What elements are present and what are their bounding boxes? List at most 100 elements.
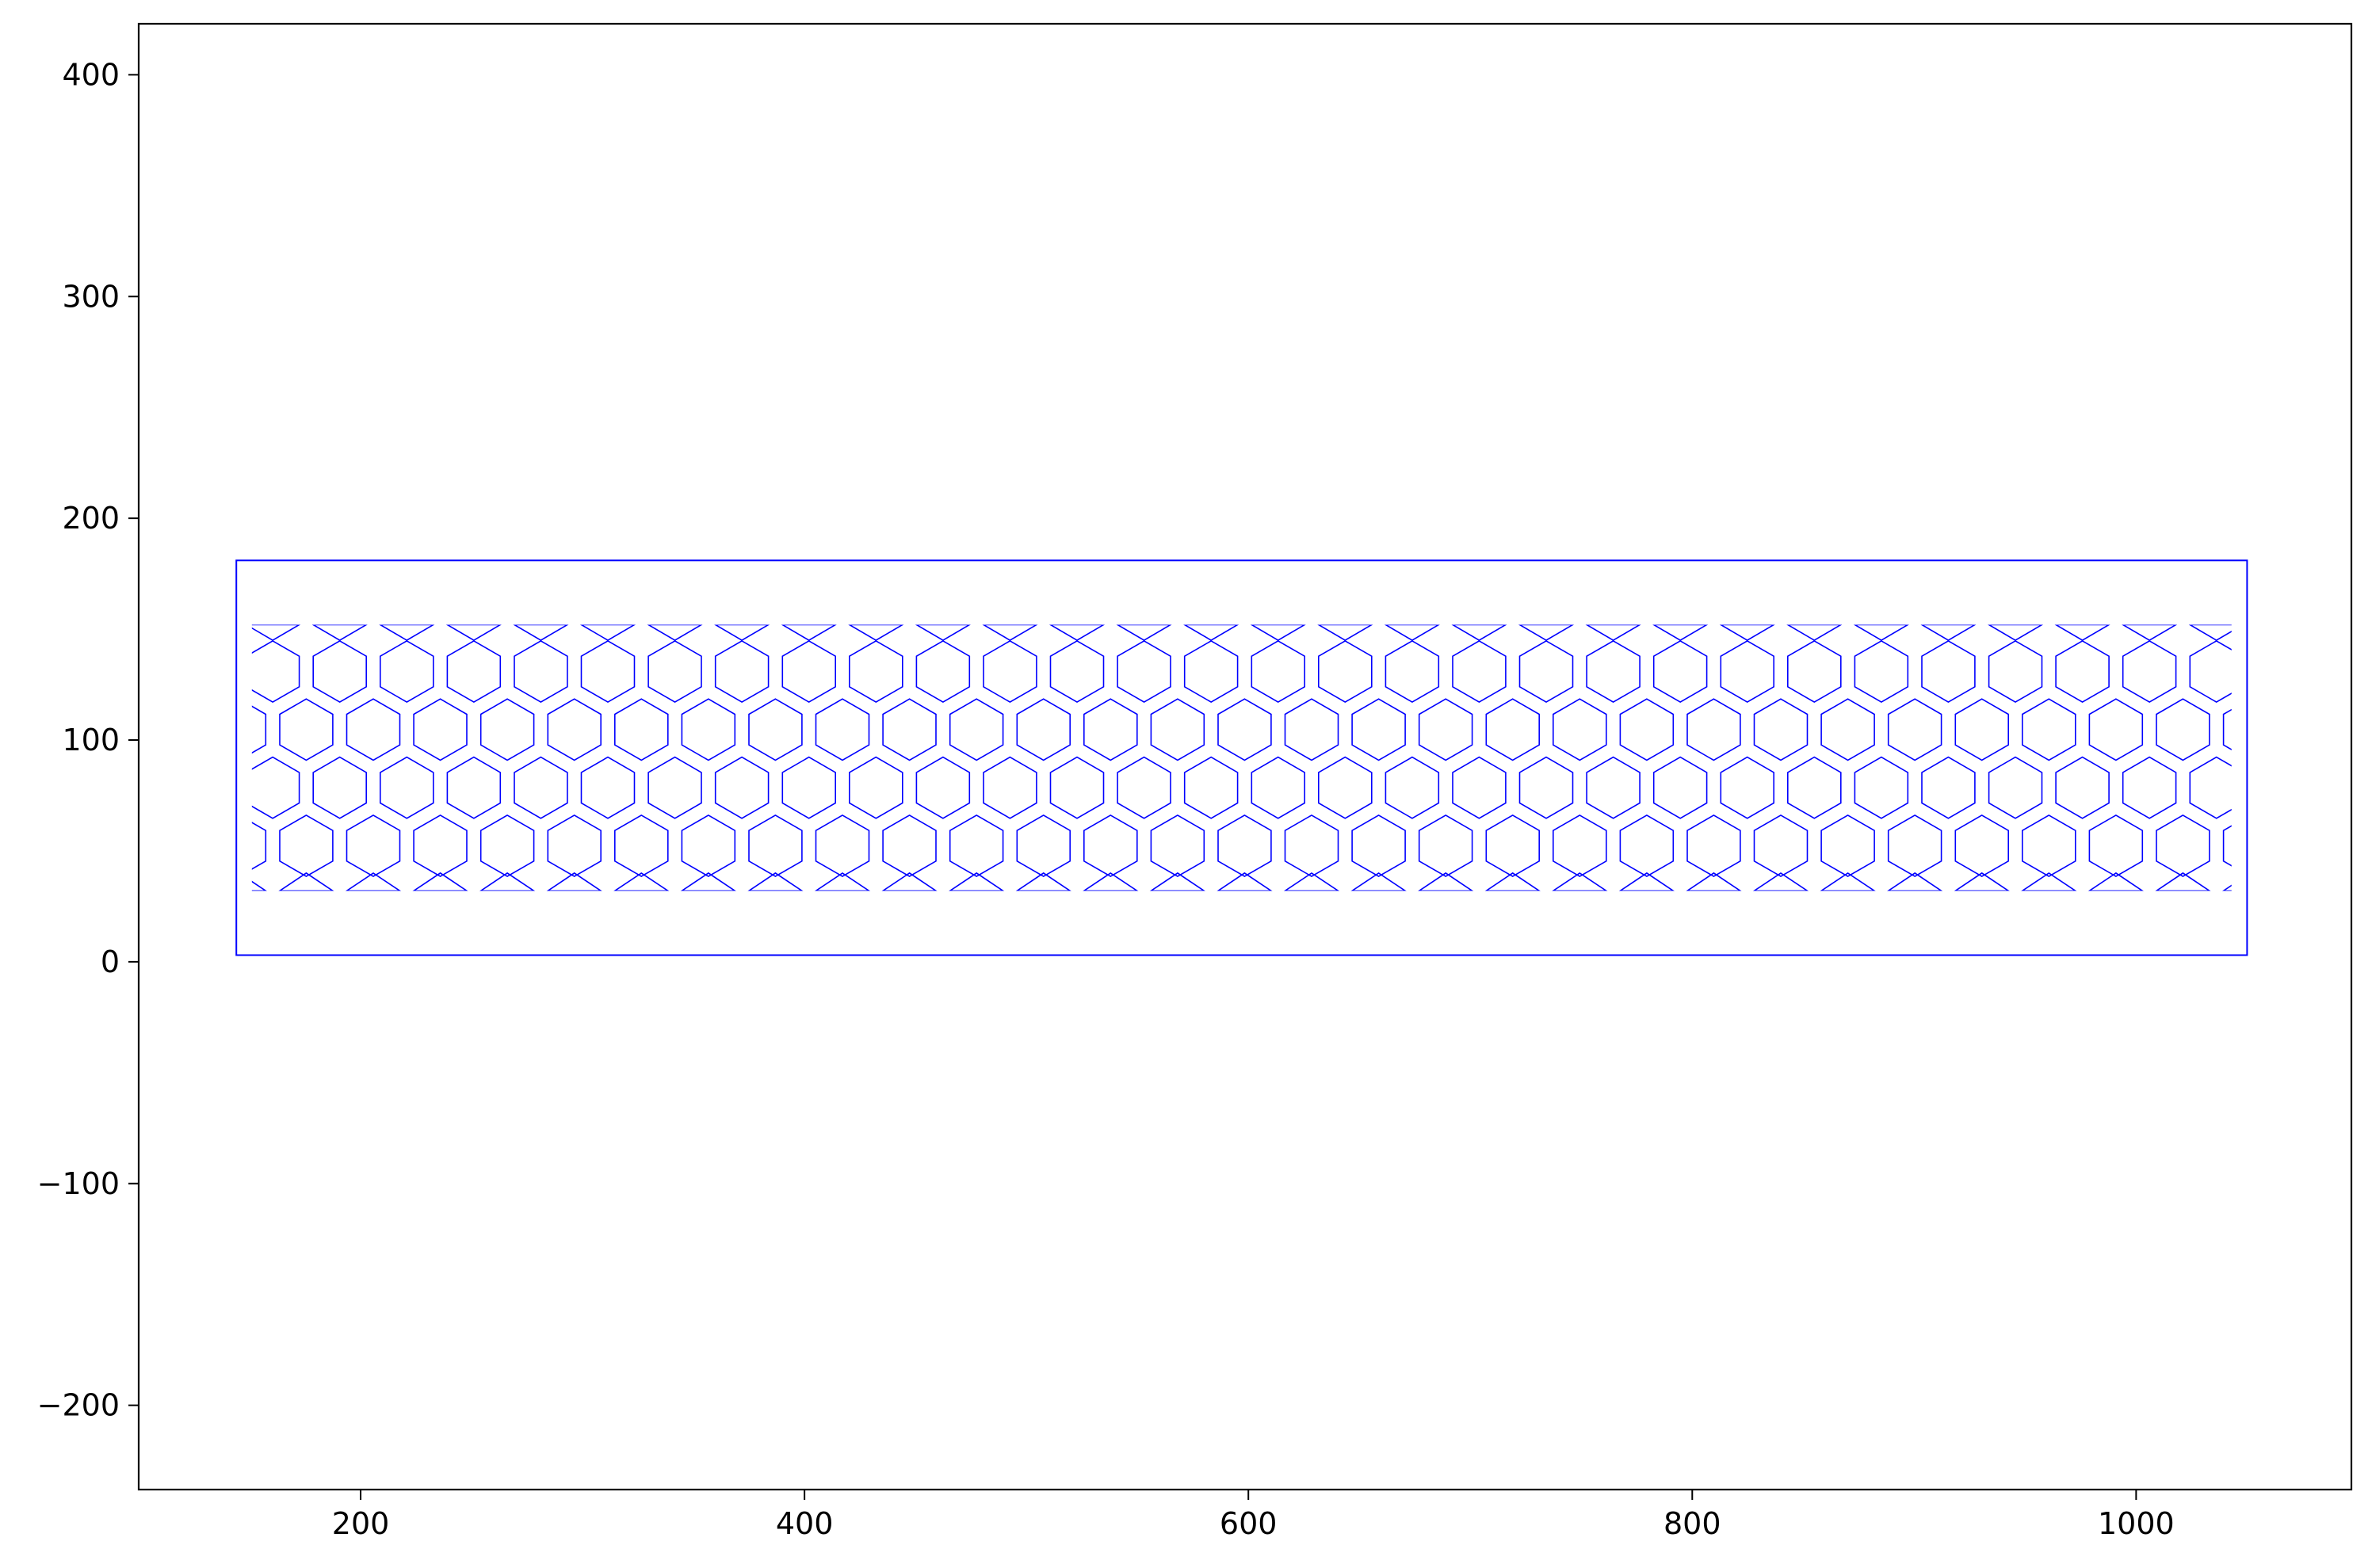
hexagon-cell (479, 814, 535, 878)
hexagon-cell (2055, 639, 2110, 704)
top-triangle-cell (848, 624, 904, 642)
hexagon-cell (251, 639, 300, 704)
hexagon-cell (1016, 814, 1071, 878)
y-tick-label: 100 (62, 723, 120, 757)
hexagon-cell (514, 639, 568, 704)
top-triangle-cell (1920, 624, 1977, 642)
hexagon-cell (849, 756, 903, 819)
hexagon-cell (647, 639, 702, 704)
hexagon-cell (1318, 639, 1373, 704)
hexagon-cell (1117, 756, 1171, 819)
bottom-triangle-cell (1686, 872, 1742, 891)
hexagon-cell (1652, 639, 1708, 704)
hexagon-cell (1787, 639, 1842, 704)
hexagon-cell (613, 698, 669, 761)
hexagon-cell (1854, 639, 1909, 704)
top-triangle-cell (251, 624, 301, 642)
top-triangle-cell (1048, 624, 1106, 642)
bottom-triangle-cell (412, 872, 468, 891)
hexagon-cell (781, 756, 836, 819)
hexagon-cell (983, 756, 1037, 819)
top-triangle-cell (1585, 624, 1641, 642)
hexagon-cell (2189, 756, 2232, 819)
hexagon-cell (882, 814, 937, 878)
hexagon-cell (1518, 639, 1574, 704)
outer-rectangle (235, 559, 2248, 956)
bottom-triangle-cell (613, 872, 670, 891)
hexagon-cell (1518, 756, 1574, 819)
hexagon-cell (346, 698, 401, 761)
x-tick-label: 200 (332, 1506, 390, 1541)
top-triangle-cell (579, 624, 636, 642)
hexagon-cell (1720, 639, 1774, 704)
hexagon-cell (1284, 814, 1339, 878)
top-triangle-cell (1183, 624, 1239, 642)
bottom-triangle-cell (881, 872, 938, 891)
hexagon-cell (1686, 698, 1741, 761)
hexagon-cell (2222, 708, 2232, 751)
bottom-triangle-cell (1887, 872, 1943, 891)
hexagon-cell (446, 639, 502, 704)
hexagon-cell (514, 756, 568, 819)
bottom-triangle-cell (251, 880, 267, 891)
hexagon-cell (1351, 698, 1406, 761)
hexagon-lattice (251, 624, 2232, 891)
hexagon-cell (1686, 814, 1741, 878)
hexagon-cell (781, 639, 836, 704)
x-tick-label: 1000 (2098, 1506, 2175, 1541)
bottom-triangle-cell (1350, 872, 1407, 891)
hexagon-cell (1485, 814, 1540, 878)
bottom-triangle-cell (1083, 872, 1139, 891)
hexagon-cell (251, 756, 300, 819)
hexagon-cell (413, 698, 468, 761)
hexagon-cell (1753, 814, 1809, 878)
y-tick-label: −200 (37, 1388, 120, 1423)
hexagon-cell (1150, 698, 1205, 761)
top-triangle-cell (1719, 624, 1775, 642)
hexagon-cell (1988, 639, 2043, 704)
hexagon-cell (1652, 756, 1708, 819)
y-tick-label: −100 (37, 1166, 120, 1201)
hexagon-cell (1820, 698, 1875, 761)
hexagon-cell (1619, 698, 1675, 761)
hexagon-cell (379, 639, 434, 704)
hexagon-cell (1553, 698, 1607, 761)
hexagon-cell (1251, 639, 1305, 704)
hexagon-cell (1854, 756, 1909, 819)
bottom-triangle-cell (2021, 872, 2077, 891)
hexagon-cell (1988, 756, 2043, 819)
bottom-triangle-cell (1753, 872, 1809, 891)
hexagon-cell (2122, 639, 2177, 704)
hexagon-cell (1217, 698, 1272, 761)
hexagon-cell (748, 814, 803, 878)
hexagon-cell (1418, 698, 1473, 761)
bottom-triangle-cell (1217, 872, 1273, 891)
hexagon-cell (1016, 698, 1071, 761)
top-triangle-cell (1451, 624, 1507, 642)
hexagon-cell (2022, 698, 2076, 761)
y-tick-label: 0 (101, 944, 120, 979)
hexagon-cell (1485, 698, 1540, 761)
hexagon-cell (714, 756, 770, 819)
hexagon-cell (2022, 814, 2076, 878)
hexagon-cell (547, 698, 602, 761)
hexagon-cell (1921, 756, 1976, 819)
hexagon-cell (882, 698, 937, 761)
hexagon-cell (714, 639, 770, 704)
top-triangle-cell (1987, 624, 2044, 642)
top-triangle-cell (379, 624, 435, 642)
hexagon-cell (1787, 756, 1842, 819)
top-triangle-cell (647, 624, 703, 642)
top-triangle-cell (714, 624, 770, 642)
bottom-triangle-cell (2155, 872, 2211, 891)
x-tick-label: 400 (776, 1506, 834, 1541)
bottom-triangle-cell (815, 872, 870, 891)
y-tick-label: 200 (62, 501, 120, 536)
hexagon-cell (1083, 814, 1138, 878)
hexagon-cell (446, 756, 502, 819)
hexagon-cell (1351, 814, 1406, 878)
bottom-triangle-cell (546, 872, 602, 891)
hexagon-cell (681, 698, 736, 761)
